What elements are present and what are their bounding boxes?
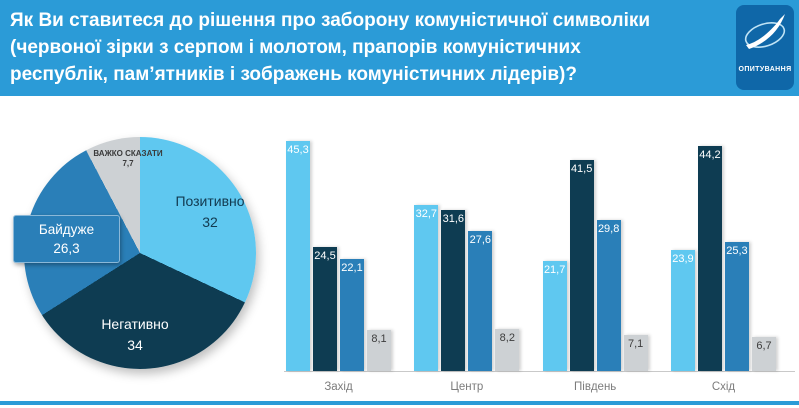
bar-hard: 7,1: [623, 335, 648, 371]
bar-hard: 8,1: [367, 330, 391, 371]
pie-slice-value: 34: [127, 337, 143, 353]
pie-slice-label: Негативно: [101, 316, 169, 332]
bar-value-label: 24,5: [314, 250, 336, 262]
bar-value-label: 32,7: [415, 208, 438, 220]
bar-group-Південь: 21,7 41,5 29,8 7,1 Південь: [542, 117, 648, 393]
bar-value-label: 7,1: [628, 338, 644, 350]
footer-strip: [0, 401, 799, 405]
question-title: Як Ви ставитеся до рішення про заборону …: [10, 10, 651, 85]
bar-indifferent: 25,3: [724, 242, 749, 371]
pie-label-negative: Негативно 34: [85, 314, 185, 356]
pie-slice-value: 7,7: [122, 159, 134, 168]
header: Як Ви ставитеся до рішення про заборону …: [0, 0, 799, 96]
bar-value-label: 27,6: [469, 234, 492, 246]
pie-label-positive: Позитивно 32: [160, 191, 260, 233]
bar-hard: 6,7: [751, 337, 776, 371]
bar-value-label: 31,6: [442, 213, 465, 225]
pie-slice-value: 26,3: [53, 241, 80, 256]
bar-value-label: 21,7: [543, 264, 566, 276]
bar-indifferent: 27,6: [468, 231, 493, 371]
pie-label-indifferent: Байдуже 26,3: [13, 215, 120, 263]
pie-slice-label: Важко сказати: [93, 149, 163, 158]
bar-value-label: 23,9: [672, 253, 694, 265]
category-label: Центр: [450, 381, 484, 393]
bar-group-Захід: 45,3 24,5 22,1 8,1 Захід: [286, 117, 391, 393]
bar-value-label: 25,3: [726, 245, 748, 257]
pie-slice-label: Байдуже: [38, 222, 95, 237]
bar-value-label: 41,5: [570, 163, 593, 175]
bar-negative: 41,5: [569, 160, 594, 371]
bar-negative: 31,6: [441, 210, 466, 371]
bar-value-label: 29,8: [597, 223, 620, 235]
bar-negative: 44,2: [697, 146, 722, 371]
bar-group-Схід: 23,9 44,2 25,3 6,7 Схід: [670, 117, 776, 393]
category-label: Захід: [324, 381, 353, 393]
bar-value-label: 8,1: [371, 333, 387, 345]
bar-value-label: 6,7: [756, 340, 772, 352]
bar-hard: 8,2: [495, 329, 520, 371]
bar-positive: 21,7: [542, 261, 567, 371]
pie-label-hard-to-say: Важко сказати 7,7: [90, 149, 166, 169]
category-label: Схід: [711, 381, 736, 393]
bar-value-label: 45,3: [287, 144, 309, 156]
logo-label: ОПИТУВАННЯ: [738, 66, 792, 73]
bar-positive: 32,7: [414, 205, 439, 371]
bar-positive: 45,3: [286, 141, 310, 371]
pie-slice-value: 32: [202, 214, 218, 230]
bar-chart: 45,3 24,5 22,1 8,1 Захід 32,7 31,6 27,6 8,2 Центр…: [286, 117, 776, 393]
bar-indifferent: 29,8: [596, 220, 621, 371]
bar-group-Центр: 32,7 31,6 27,6 8,2 Центр: [414, 117, 520, 393]
rating-logo-icon: [742, 12, 788, 61]
bar-value-label: 8,2: [499, 332, 515, 344]
bar-indifferent: 22,1: [340, 259, 364, 371]
rating-group-logo: ОПИТУВАННЯ: [736, 5, 794, 90]
bar-value-label: 44,2: [699, 149, 721, 161]
pie-slice-label: Позитивно: [175, 193, 245, 209]
category-label: Південь: [574, 381, 617, 393]
bar-positive: 23,9: [670, 250, 695, 371]
bar-value-label: 22,1: [341, 262, 363, 274]
bar-negative: 24,5: [313, 247, 337, 371]
x-axis-line: [284, 371, 795, 372]
